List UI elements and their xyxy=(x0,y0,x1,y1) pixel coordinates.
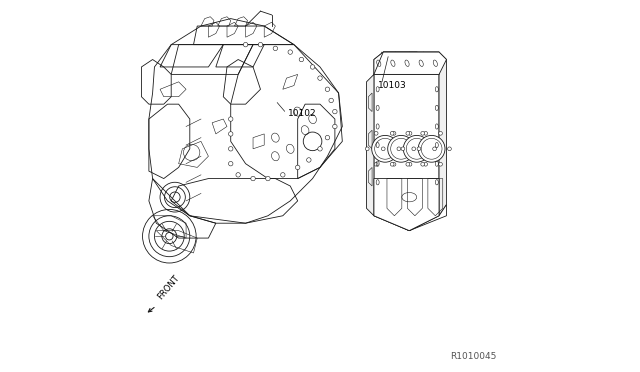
Polygon shape xyxy=(374,52,439,74)
Circle shape xyxy=(228,117,233,121)
Circle shape xyxy=(228,161,233,166)
Circle shape xyxy=(236,173,241,177)
Circle shape xyxy=(318,76,322,80)
Polygon shape xyxy=(149,19,342,223)
Circle shape xyxy=(406,131,410,135)
Circle shape xyxy=(307,158,311,162)
Polygon shape xyxy=(374,179,439,231)
Circle shape xyxy=(365,147,369,151)
Circle shape xyxy=(325,87,330,92)
Polygon shape xyxy=(439,52,447,216)
Circle shape xyxy=(329,98,333,103)
Circle shape xyxy=(325,135,330,140)
Circle shape xyxy=(333,124,337,129)
Circle shape xyxy=(421,131,424,135)
Circle shape xyxy=(447,147,451,151)
Circle shape xyxy=(259,42,262,47)
Circle shape xyxy=(418,135,445,162)
Circle shape xyxy=(438,131,442,135)
Circle shape xyxy=(401,147,405,151)
Circle shape xyxy=(228,132,233,136)
Polygon shape xyxy=(374,74,439,231)
Circle shape xyxy=(417,147,421,151)
Circle shape xyxy=(280,173,285,177)
Circle shape xyxy=(296,165,300,170)
Polygon shape xyxy=(374,52,447,74)
Circle shape xyxy=(392,163,396,166)
Circle shape xyxy=(266,176,270,181)
Polygon shape xyxy=(367,74,374,216)
Circle shape xyxy=(374,131,378,135)
Circle shape xyxy=(406,163,410,166)
Text: R1010045: R1010045 xyxy=(451,352,497,361)
Circle shape xyxy=(318,147,322,151)
Circle shape xyxy=(333,109,337,114)
Circle shape xyxy=(374,163,378,166)
Circle shape xyxy=(390,131,394,135)
Polygon shape xyxy=(374,205,447,231)
Circle shape xyxy=(424,163,428,166)
Polygon shape xyxy=(374,52,439,74)
Circle shape xyxy=(288,50,292,54)
Circle shape xyxy=(381,147,385,151)
Circle shape xyxy=(421,163,424,166)
Text: 10102: 10102 xyxy=(289,109,317,118)
Circle shape xyxy=(433,147,436,151)
Text: 10103: 10103 xyxy=(378,81,406,90)
Circle shape xyxy=(243,42,248,47)
Circle shape xyxy=(388,135,415,162)
Circle shape xyxy=(412,147,415,151)
Text: FRONT: FRONT xyxy=(156,273,181,301)
Circle shape xyxy=(403,135,430,162)
Circle shape xyxy=(438,163,442,166)
Circle shape xyxy=(372,135,399,162)
Circle shape xyxy=(408,131,412,135)
Circle shape xyxy=(408,163,412,166)
Circle shape xyxy=(397,147,401,151)
Circle shape xyxy=(251,176,255,181)
Circle shape xyxy=(424,131,428,135)
Circle shape xyxy=(273,46,278,51)
Circle shape xyxy=(390,163,394,166)
Circle shape xyxy=(310,65,315,69)
Circle shape xyxy=(228,147,233,151)
Polygon shape xyxy=(374,52,439,74)
Circle shape xyxy=(392,131,396,135)
Circle shape xyxy=(299,57,303,62)
